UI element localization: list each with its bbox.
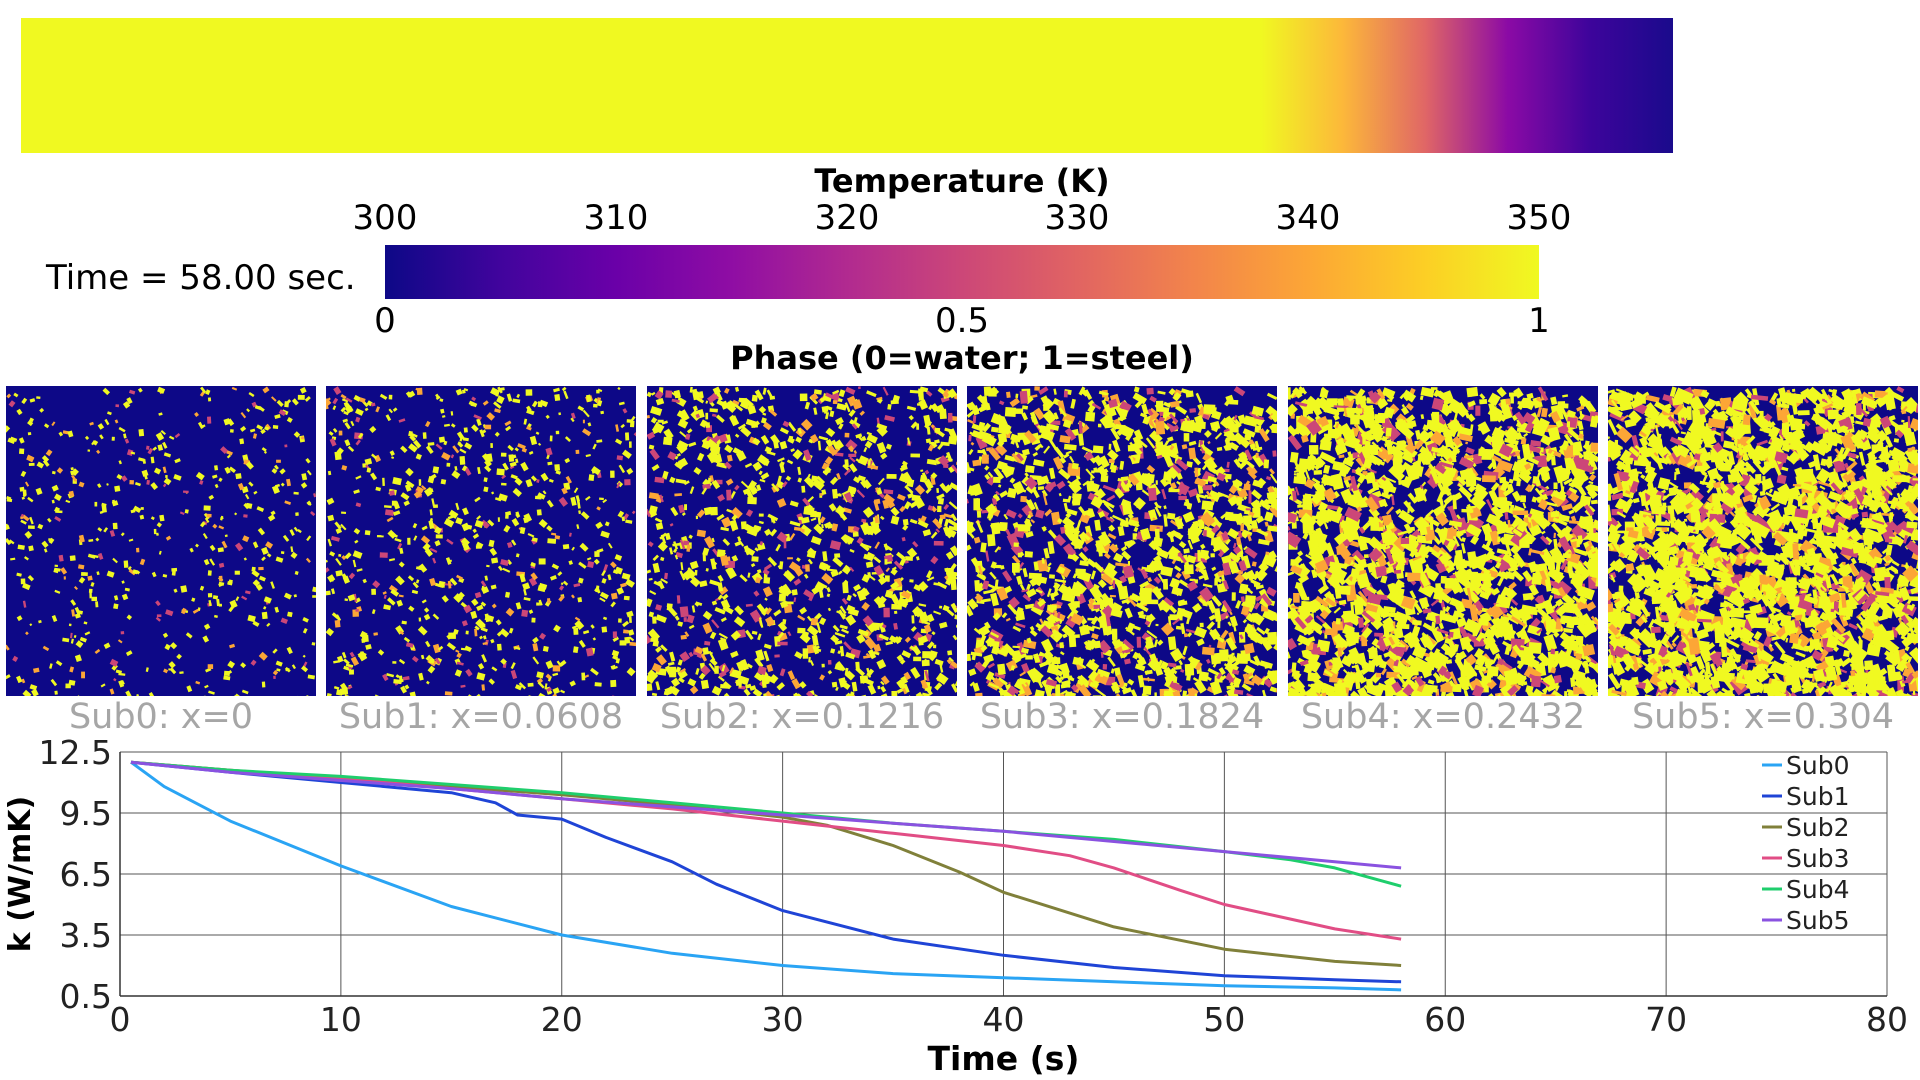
x-tick-label: 70 bbox=[1645, 1000, 1687, 1039]
subdomain-label-4: Sub4: x=0.2432 bbox=[1300, 697, 1586, 737]
temperature-tick: 320 bbox=[814, 198, 880, 238]
subdomain-phase-map bbox=[647, 386, 957, 696]
temperature-tick: 340 bbox=[1275, 198, 1341, 238]
legend-label-sub1: Sub1 bbox=[1786, 782, 1850, 811]
subdomain-label-0: Sub0: x=0 bbox=[68, 697, 254, 737]
legend-label-sub2: Sub2 bbox=[1786, 813, 1850, 842]
x-tick-label: 40 bbox=[983, 1000, 1025, 1039]
subdomain-phase-map bbox=[6, 386, 316, 696]
y-tick-label: 12.5 bbox=[39, 733, 112, 772]
legend-label-sub0: Sub0 bbox=[1786, 751, 1850, 780]
temperature-field-strip bbox=[21, 18, 1673, 153]
subdomain-phase-map bbox=[326, 386, 636, 696]
temperature-colorbar-title: Temperature (K) bbox=[814, 162, 1110, 200]
temperature-tick: 310 bbox=[583, 198, 649, 238]
x-tick-label: 50 bbox=[1203, 1000, 1245, 1039]
subdomain-panel-5 bbox=[1608, 386, 1918, 696]
series-line-sub5 bbox=[130, 760, 1402, 870]
conductivity-line-chart: 0 10 20 30 40 50 60 70 80 0.5 3.5 6.5 9.5 12.5 Time (s… bbox=[3, 733, 1908, 1078]
subdomain-phase-map bbox=[1608, 386, 1918, 696]
legend-label-sub3: Sub3 bbox=[1786, 844, 1850, 873]
y-tick-label: 9.5 bbox=[60, 794, 112, 833]
subdomain-phase-map bbox=[1288, 386, 1598, 696]
subdomain-panel-1 bbox=[326, 386, 636, 696]
subdomain-panel-3 bbox=[967, 386, 1277, 696]
phase-tick: 0 bbox=[374, 301, 396, 341]
subdomain-panel-2 bbox=[647, 386, 957, 696]
subdomain-label-3: Sub3: x=0.1824 bbox=[979, 697, 1265, 737]
subdomain-label-5: Sub5: x=0.304 bbox=[1631, 697, 1895, 737]
subdomain-panel-0 bbox=[6, 386, 316, 696]
x-tick-label: 80 bbox=[1866, 1000, 1908, 1039]
subdomain-phase-map bbox=[967, 386, 1277, 696]
temperature-tick: 350 bbox=[1506, 198, 1572, 238]
phase-colorbar-title: Phase (0=water; 1=steel) bbox=[730, 339, 1194, 377]
legend-label-sub5: Sub5 bbox=[1786, 906, 1850, 935]
x-tick-label: 0 bbox=[110, 1000, 131, 1039]
temperature-tick: 300 bbox=[352, 198, 418, 238]
subdomain-label-1: Sub1: x=0.0608 bbox=[338, 697, 624, 737]
subdomain-panel-4 bbox=[1288, 386, 1598, 696]
x-tick-label: 10 bbox=[320, 1000, 362, 1039]
y-axis-label: k (W/mK) bbox=[3, 796, 38, 952]
temperature-tick: 330 bbox=[1044, 198, 1110, 238]
x-tick-label: 30 bbox=[762, 1000, 804, 1039]
series-line-sub0 bbox=[130, 760, 1402, 992]
phase-tick: 0.5 bbox=[934, 301, 990, 341]
time-readout: Time = 58.00 sec. bbox=[46, 258, 356, 298]
y-tick-label: 0.5 bbox=[60, 977, 112, 1016]
subdomain-label-2: Sub2: x=0.1216 bbox=[659, 697, 945, 737]
series-line-sub1 bbox=[130, 760, 1402, 984]
x-tick-label: 20 bbox=[541, 1000, 583, 1039]
y-tick-label: 3.5 bbox=[60, 916, 112, 955]
colorbar-gradient bbox=[385, 245, 1539, 299]
x-axis-label: Time (s) bbox=[928, 1039, 1080, 1078]
x-tick-label: 60 bbox=[1424, 1000, 1466, 1039]
legend-label-sub4: Sub4 bbox=[1786, 875, 1850, 904]
phase-tick: 1 bbox=[1528, 301, 1550, 341]
y-tick-label: 6.5 bbox=[60, 855, 112, 894]
